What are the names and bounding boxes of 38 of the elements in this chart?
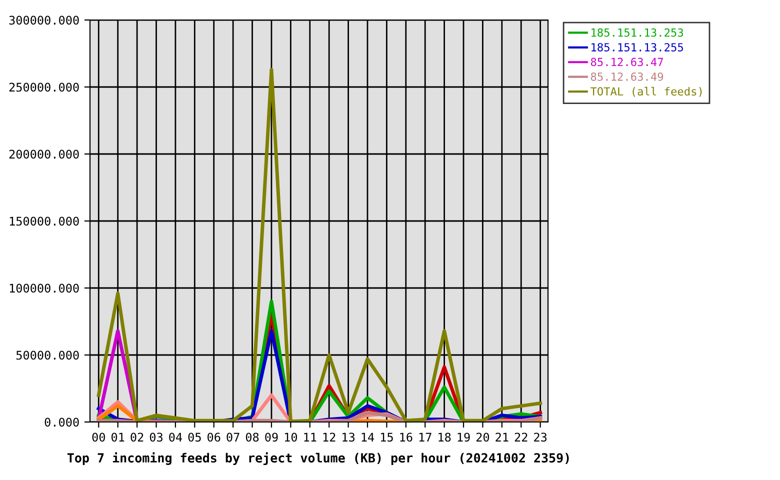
x-tick-label: 05 xyxy=(188,432,201,442)
legend-label: 185.151.13.253 xyxy=(592,28,684,37)
y-tick-label: 250000.000 xyxy=(9,82,79,92)
x-tick-label: 19 xyxy=(458,432,470,442)
line-series xyxy=(96,68,542,422)
x-tick-label: 10 xyxy=(284,432,298,442)
x-tick-label: 09 xyxy=(265,432,278,442)
y-tick-label: 300000.000 xyxy=(9,16,79,25)
x-tick-label: 04 xyxy=(169,432,182,442)
x-tick-label: 11 xyxy=(304,432,316,442)
x-tick-label: 01 xyxy=(112,432,124,442)
text: Top 7 incoming feeds by reject volume (KB) per hour (20241002 2359) xyxy=(67,452,569,465)
legend-label: 85.12.63.47 xyxy=(590,58,663,66)
y-tick-label: 200000.000 xyxy=(9,150,79,159)
x-tick-label: 03 xyxy=(150,432,162,442)
x-tick-label: 21 xyxy=(496,432,508,442)
x-tick-label: 13 xyxy=(342,432,355,442)
y-tick-label: 50000.000 xyxy=(16,350,79,360)
x-tick-label: 12 xyxy=(323,432,336,442)
x-tick-label: 14 xyxy=(362,432,374,442)
x-tick-label: 08 xyxy=(246,432,259,442)
x-tick-label: 06 xyxy=(208,432,220,442)
y-tick-label: 0.000 xyxy=(44,418,79,427)
x-tick-label: 07 xyxy=(226,432,240,442)
x-tick-label: 17 xyxy=(419,432,432,442)
x-tick-label: 15 xyxy=(381,432,393,442)
legend-label: 85.12.63.49 xyxy=(590,72,664,81)
y-tick-label: 150000.000 xyxy=(10,216,79,226)
x-tick-label: 20 xyxy=(476,432,490,442)
x-tick-label: 02 xyxy=(130,432,144,442)
x-tick-label: 22 xyxy=(514,432,528,442)
x-tick-label: 00 xyxy=(92,432,105,442)
y-tick-label: 100000.000 xyxy=(10,284,79,293)
legend-label: 185.151.13.255 xyxy=(592,43,683,52)
x-tick-label: 23 xyxy=(534,432,547,442)
legend-label: TOTAL (all feeds) xyxy=(590,86,702,97)
x-tick-label: 16 xyxy=(400,432,412,442)
x-tick-label: 18 xyxy=(438,432,451,442)
